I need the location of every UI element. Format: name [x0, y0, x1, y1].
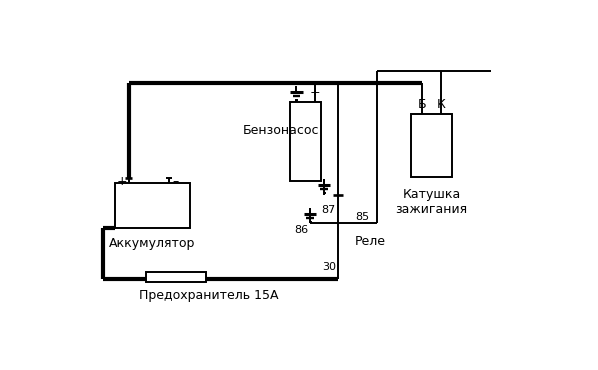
Text: Реле: Реле [355, 235, 386, 248]
Text: К: К [437, 98, 446, 111]
Text: +: + [117, 175, 127, 188]
Text: Предохранитель 15А: Предохранитель 15А [139, 289, 279, 302]
Text: –: – [172, 175, 179, 188]
Text: +: + [310, 86, 321, 99]
Text: 87: 87 [322, 205, 335, 215]
Bar [290, 102, 321, 181]
Text: 86: 86 [295, 225, 309, 235]
Text: Аккумулятор: Аккумулятор [109, 237, 196, 250]
Bar [115, 183, 190, 228]
Text: 85: 85 [355, 212, 369, 222]
Text: 30: 30 [322, 262, 335, 272]
Text: –: – [294, 86, 300, 99]
Bar [145, 272, 206, 282]
Text: Б: Б [417, 98, 426, 111]
Text: Бензонасос: Бензонасос [243, 124, 319, 137]
Bar [411, 114, 452, 177]
Text: Катушка
зажигания: Катушка зажигания [395, 188, 468, 216]
